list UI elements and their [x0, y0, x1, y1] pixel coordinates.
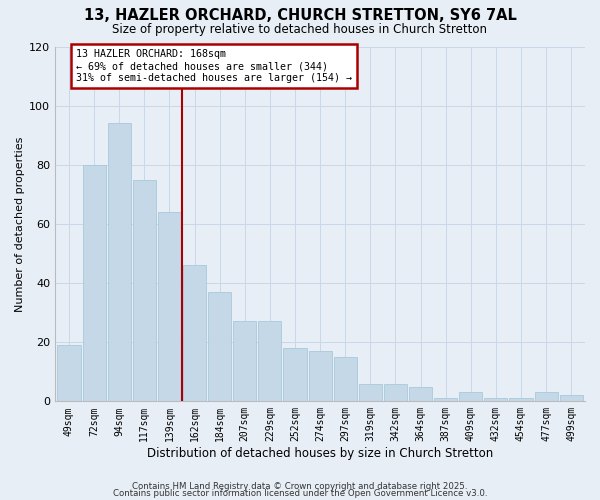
- Bar: [283, 348, 307, 402]
- Text: Contains HM Land Registry data © Crown copyright and database right 2025.: Contains HM Land Registry data © Crown c…: [132, 482, 468, 491]
- Bar: [183, 266, 206, 402]
- Bar: [509, 398, 533, 402]
- Bar: [484, 398, 508, 402]
- Bar: [233, 322, 256, 402]
- Bar: [384, 384, 407, 402]
- Text: 13 HAZLER ORCHARD: 168sqm
← 69% of detached houses are smaller (344)
31% of semi: 13 HAZLER ORCHARD: 168sqm ← 69% of detac…: [76, 50, 352, 82]
- Bar: [334, 357, 357, 402]
- Bar: [308, 351, 332, 402]
- Y-axis label: Number of detached properties: Number of detached properties: [15, 136, 25, 312]
- Bar: [83, 165, 106, 402]
- Bar: [58, 345, 80, 402]
- Bar: [259, 322, 281, 402]
- X-axis label: Distribution of detached houses by size in Church Stretton: Distribution of detached houses by size …: [147, 447, 493, 460]
- Text: Contains public sector information licensed under the Open Government Licence v3: Contains public sector information licen…: [113, 489, 487, 498]
- Bar: [459, 392, 482, 402]
- Bar: [133, 180, 156, 402]
- Bar: [434, 398, 457, 402]
- Bar: [409, 386, 432, 402]
- Text: 13, HAZLER ORCHARD, CHURCH STRETTON, SY6 7AL: 13, HAZLER ORCHARD, CHURCH STRETTON, SY6…: [83, 8, 517, 22]
- Bar: [107, 124, 131, 402]
- Bar: [208, 292, 231, 402]
- Bar: [560, 396, 583, 402]
- Text: Size of property relative to detached houses in Church Stretton: Size of property relative to detached ho…: [113, 22, 487, 36]
- Bar: [535, 392, 557, 402]
- Bar: [158, 212, 181, 402]
- Bar: [359, 384, 382, 402]
